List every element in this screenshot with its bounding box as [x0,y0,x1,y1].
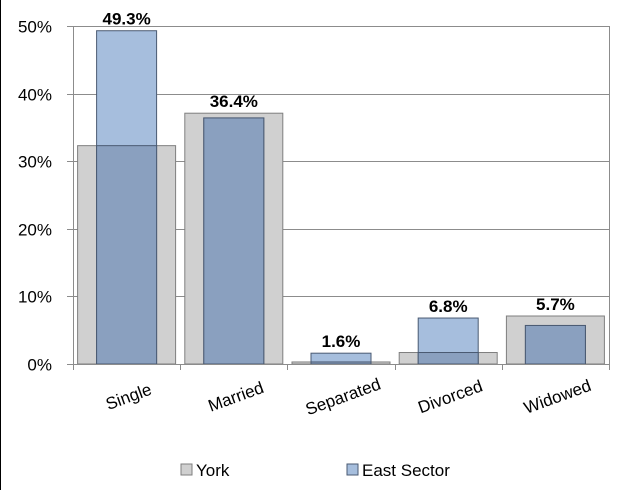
bar-overlap-married [203,117,265,365]
data-label: 5.7% [536,295,575,314]
data-label: 6.8% [429,297,468,316]
category-label: Single [103,380,154,414]
data-label: 36.4% [210,92,258,111]
category-label: Separated [303,374,383,419]
legend-label-east-sector: East Sector [362,461,450,480]
legend-swatch-york [180,463,193,476]
category-label: Divorced [416,376,486,417]
y-tick-label: 50% [18,18,52,37]
legend-label-york: York [196,461,230,480]
bar-overlap-single [96,145,158,365]
data-label: 49.3% [102,10,150,29]
y-tick-label: 20% [18,221,52,240]
data-label: 1.6% [322,332,361,351]
bar-overlap-widowed [524,324,586,365]
legend: York East Sector [180,461,450,480]
y-tick-label: 30% [18,153,52,172]
legend-swatch-east-sector [346,463,359,476]
category-label: Married [206,378,267,416]
bar-overlap-divorced [417,352,479,365]
y-tick-label: 40% [18,86,52,105]
axes [0,0,610,490]
category-label: Widowed [521,376,593,418]
y-tick-label: 10% [18,288,52,307]
bars [77,30,605,365]
y-tick-label: 0% [27,356,52,375]
bar-overlap-separated [310,361,372,365]
